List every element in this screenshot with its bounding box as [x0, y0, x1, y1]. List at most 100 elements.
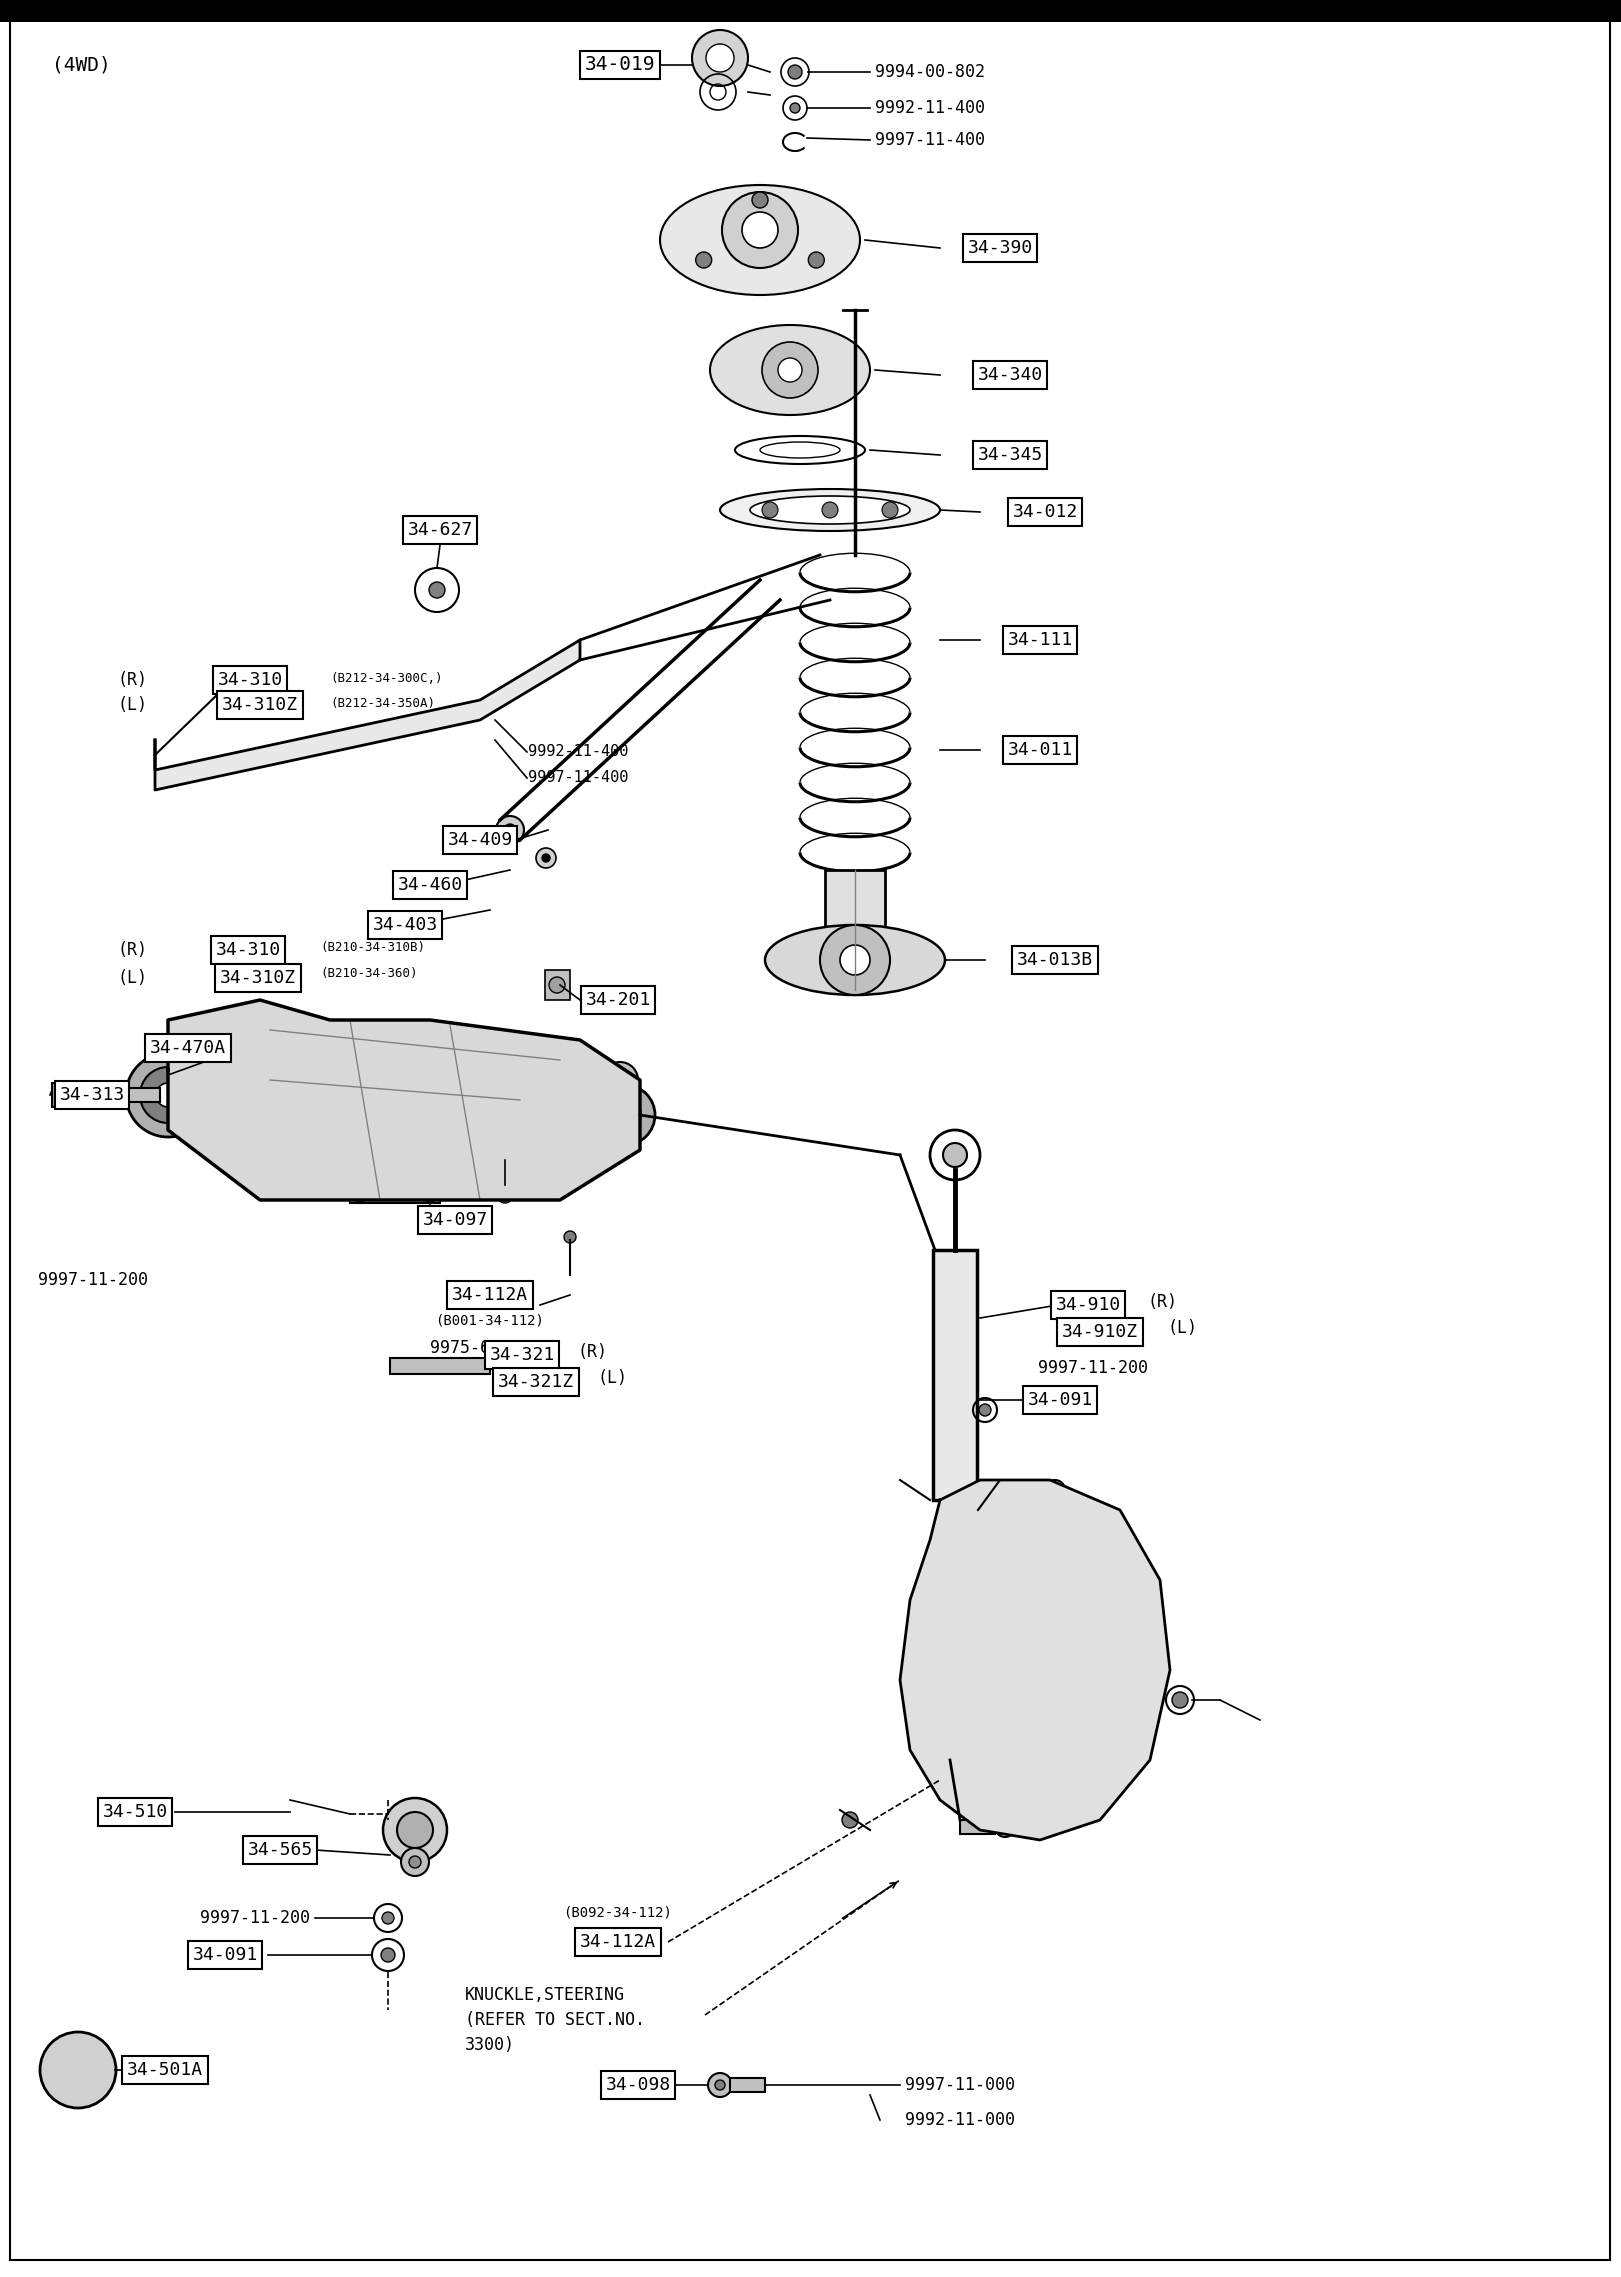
Circle shape	[613, 1072, 627, 1088]
Ellipse shape	[760, 442, 840, 458]
Bar	[825, 870, 885, 990]
Circle shape	[430, 583, 446, 599]
Text: 9992-11-400: 9992-11-400	[528, 745, 629, 761]
Circle shape	[994, 1637, 1008, 1653]
Circle shape	[1023, 1658, 1047, 1683]
Text: (4WD): (4WD)	[52, 55, 110, 75]
Circle shape	[126, 1052, 211, 1136]
Text: 9992-11-400: 9992-11-400	[875, 98, 986, 116]
Text: 34-091: 34-091	[1028, 1391, 1093, 1409]
Text: 9997-11-400: 9997-11-400	[875, 132, 986, 148]
Circle shape	[1041, 1621, 1055, 1637]
Text: 34-012: 34-012	[1013, 503, 1078, 521]
Text: 3300): 3300)	[465, 2036, 515, 2054]
Circle shape	[955, 1589, 1115, 1751]
Polygon shape	[169, 1000, 640, 1200]
Circle shape	[156, 1084, 180, 1107]
Circle shape	[1172, 1692, 1188, 1708]
Circle shape	[695, 253, 712, 269]
Bar	[350, 1184, 439, 1202]
Circle shape	[788, 66, 802, 80]
Text: 34-565: 34-565	[248, 1842, 313, 1858]
Text: 34-112A: 34-112A	[580, 1933, 657, 1951]
Circle shape	[708, 2072, 733, 2097]
Text: 34-910Z: 34-910Z	[1062, 1323, 1138, 1341]
Text: KNUCKLE,STEERING: KNUCKLE,STEERING	[465, 1986, 626, 2004]
Circle shape	[400, 1849, 430, 1876]
Text: 34-501A: 34-501A	[126, 2061, 203, 2079]
Circle shape	[595, 1086, 655, 1145]
Circle shape	[762, 501, 778, 517]
Text: 34-340: 34-340	[977, 367, 1042, 385]
Text: (B210-34-310B): (B210-34-310B)	[319, 940, 425, 954]
Circle shape	[41, 2031, 117, 2109]
Text: 34-011: 34-011	[1007, 740, 1073, 758]
Text: (L): (L)	[118, 970, 148, 986]
Circle shape	[383, 1799, 447, 1863]
Circle shape	[609, 1100, 640, 1132]
Text: 34-310: 34-310	[216, 940, 280, 959]
Circle shape	[496, 815, 524, 845]
Circle shape	[762, 342, 819, 398]
Ellipse shape	[751, 496, 909, 524]
Text: 9992-11-000: 9992-11-000	[905, 2111, 1015, 2129]
Bar	[545, 970, 571, 1000]
Text: (REFER TO SECT.NO.: (REFER TO SECT.NO.	[465, 2011, 645, 2029]
Circle shape	[994, 1687, 1008, 1703]
Text: (B092-34-112): (B092-34-112)	[564, 1906, 673, 1920]
Circle shape	[692, 30, 747, 87]
Text: 34-460: 34-460	[397, 877, 462, 895]
Bar	[391, 1357, 490, 1373]
Bar	[934, 1250, 977, 1501]
Polygon shape	[156, 640, 580, 790]
Text: 34-013B: 34-013B	[1016, 952, 1093, 970]
Text: (B212-34-300C,): (B212-34-300C,)	[331, 672, 443, 685]
Text: 34-019: 34-019	[585, 55, 655, 75]
Bar	[52, 1084, 70, 1107]
Circle shape	[715, 2079, 725, 2090]
Text: 9997-11-200: 9997-11-200	[199, 1908, 310, 1926]
Circle shape	[841, 1812, 858, 1828]
Text: (R): (R)	[579, 1343, 608, 1362]
Circle shape	[822, 501, 838, 517]
Circle shape	[943, 1143, 968, 1168]
Circle shape	[742, 212, 778, 248]
Circle shape	[397, 1812, 433, 1849]
Circle shape	[981, 1614, 1089, 1726]
Circle shape	[408, 1856, 421, 1867]
Text: 34-310: 34-310	[217, 672, 282, 690]
Ellipse shape	[710, 326, 870, 414]
Circle shape	[1005, 1639, 1065, 1701]
Text: 34-510: 34-510	[102, 1803, 167, 1822]
Text: (L): (L)	[1169, 1318, 1198, 1337]
Circle shape	[707, 43, 734, 73]
Ellipse shape	[765, 924, 945, 995]
Text: 9997-11-200: 9997-11-200	[1037, 1359, 1148, 1378]
Ellipse shape	[660, 184, 861, 296]
Text: 34-321: 34-321	[490, 1346, 554, 1364]
Text: 34-310Z: 34-310Z	[220, 970, 297, 986]
Text: 34-098: 34-098	[605, 2077, 671, 2095]
Text: 9997-11-400: 9997-11-400	[528, 770, 629, 786]
Bar	[960, 1819, 995, 1833]
Text: 34-111: 34-111	[1007, 631, 1073, 649]
Circle shape	[352, 1186, 368, 1202]
Circle shape	[537, 847, 556, 868]
Circle shape	[820, 924, 890, 995]
Text: 9975-61-020: 9975-61-020	[430, 1339, 540, 1357]
Circle shape	[504, 824, 515, 836]
Circle shape	[601, 1061, 639, 1098]
Circle shape	[979, 1405, 990, 1416]
Bar	[60, 1088, 160, 1102]
Circle shape	[498, 1186, 512, 1202]
Text: (R): (R)	[118, 940, 148, 959]
Text: 34-345: 34-345	[977, 446, 1042, 465]
Circle shape	[421, 1186, 438, 1202]
Text: 9994-00-802: 9994-00-802	[875, 64, 986, 82]
Text: 34-409: 34-409	[447, 831, 512, 849]
Text: 34-310Z: 34-310Z	[222, 697, 298, 715]
Text: 34-403: 34-403	[373, 915, 438, 934]
Text: 34-470A: 34-470A	[149, 1038, 225, 1057]
Circle shape	[840, 945, 870, 975]
Text: 9997-11-200: 9997-11-200	[37, 1271, 148, 1289]
